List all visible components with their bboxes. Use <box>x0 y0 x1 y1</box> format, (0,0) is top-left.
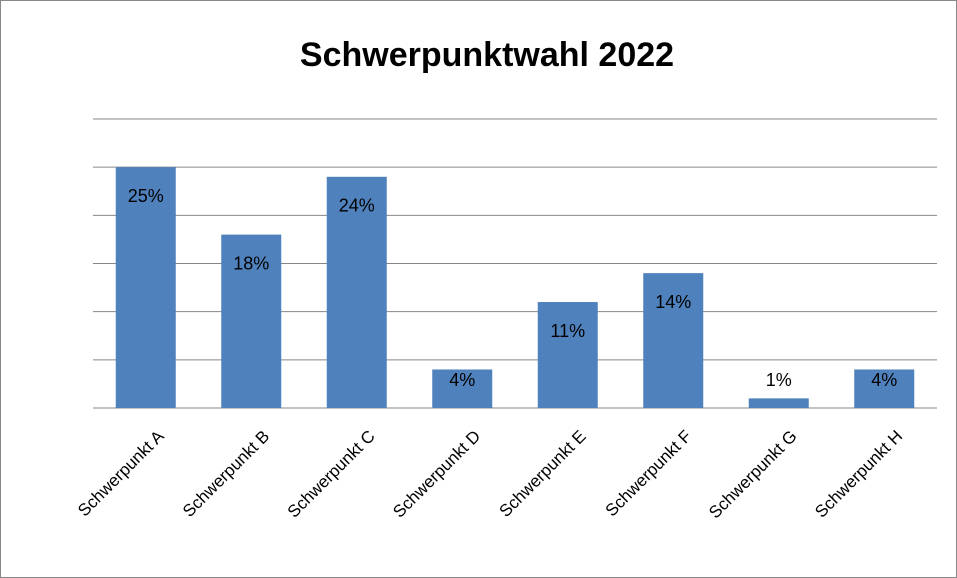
data-label: 18% <box>233 253 269 273</box>
bar <box>221 234 282 408</box>
bar <box>432 369 493 408</box>
data-label: 25% <box>128 186 164 206</box>
data-label: 14% <box>655 292 691 312</box>
data-label: 4% <box>449 370 475 390</box>
bar <box>748 398 809 408</box>
bar <box>115 167 176 408</box>
bar <box>643 273 704 408</box>
data-label: 11% <box>550 321 585 341</box>
data-label: 1% <box>766 370 792 390</box>
data-label: 24% <box>339 196 375 216</box>
bar <box>326 176 387 408</box>
bar <box>854 369 915 408</box>
chart-title: Schwerpunktwahl 2022 <box>300 36 674 74</box>
bar <box>537 302 598 408</box>
data-label: 4% <box>871 370 897 390</box>
